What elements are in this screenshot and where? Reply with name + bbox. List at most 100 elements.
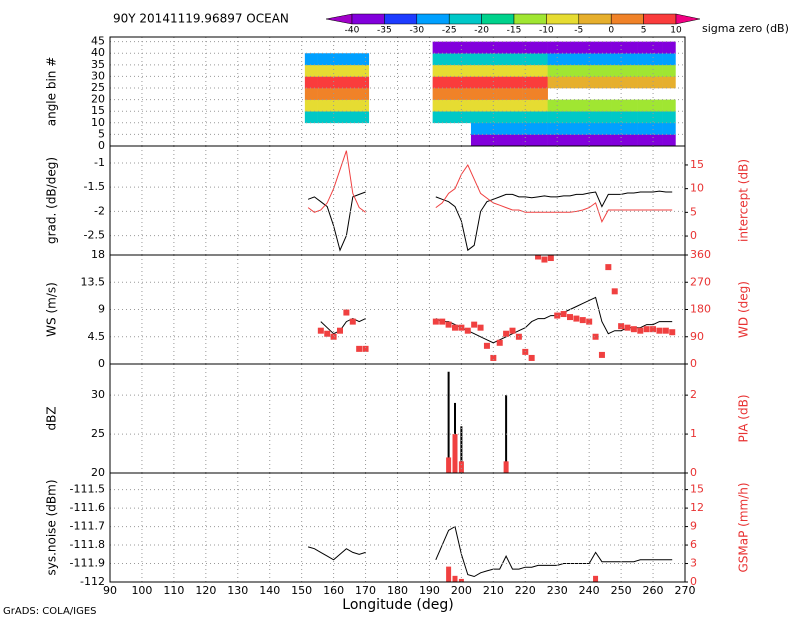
series-line	[307, 150, 673, 224]
heat-cell	[585, 122, 600, 135]
heat-cell	[573, 99, 587, 112]
y-tick-label: 9	[98, 303, 105, 316]
x-tick-label: 110	[163, 584, 184, 597]
y-axis-label: dBZ	[45, 406, 59, 430]
panel-frame	[109, 472, 686, 583]
heat-cell	[662, 99, 676, 112]
y2-tick-label: 15	[690, 158, 704, 171]
series-dot	[643, 326, 650, 333]
colorbar-box	[351, 13, 385, 25]
series-dot	[535, 255, 542, 260]
heat-cell	[432, 41, 446, 54]
heat-cell	[509, 99, 523, 112]
heat-cell	[534, 99, 548, 112]
colorbar-tick-label: -20	[474, 26, 489, 36]
series-dot	[547, 255, 554, 262]
series-dot	[490, 354, 497, 361]
series-dot	[573, 315, 580, 322]
heat-cell	[662, 64, 676, 77]
y-tick-label: 10	[91, 116, 105, 129]
y2-tick-label: 0	[690, 466, 697, 479]
heat-cell	[483, 99, 497, 112]
heat-cell	[355, 111, 370, 124]
series-dot	[324, 330, 331, 337]
heat-cell	[624, 111, 638, 124]
colorbar-box	[610, 13, 644, 25]
heat-cell	[624, 53, 638, 66]
heat-cell	[432, 99, 446, 112]
y2-tick-label: 1	[690, 427, 697, 440]
series-dot	[598, 351, 605, 358]
heat-cell	[637, 76, 651, 89]
heat-cell	[560, 64, 574, 77]
heat-cell	[458, 53, 472, 66]
heat-cell	[611, 41, 625, 54]
heat-cell	[458, 41, 472, 54]
heat-cell	[534, 64, 548, 77]
y-tick-label: 5	[98, 127, 105, 140]
heat-cell	[445, 41, 459, 54]
heat-cell	[330, 99, 344, 112]
heat-cell	[611, 64, 625, 77]
heat-cell	[317, 88, 331, 100]
series-dot	[452, 324, 458, 331]
heat-cell	[534, 41, 548, 54]
y-tick-label: -2.5	[84, 229, 105, 242]
heat-cell	[547, 99, 561, 112]
heat-cell	[585, 41, 600, 54]
series-dot	[656, 327, 663, 334]
heat-cell	[304, 53, 318, 66]
series-dot	[496, 339, 503, 346]
heat-cell	[624, 76, 638, 89]
series-dot	[503, 330, 510, 337]
heat-cell	[662, 76, 676, 89]
heat-cell	[483, 76, 497, 89]
heat-cell	[649, 99, 663, 112]
series-dot	[605, 264, 612, 271]
y2-tick-label: 360	[690, 248, 711, 261]
y-tick-label: -111.7	[70, 520, 105, 533]
series-dot	[464, 327, 471, 334]
heat-cell	[560, 134, 574, 146]
heat-cell	[560, 99, 574, 112]
heat-cell	[649, 64, 663, 77]
heat-cell	[509, 134, 523, 146]
panel	[307, 525, 673, 582]
y2-axis-label: GSMaP (mm/h)	[737, 482, 751, 572]
heat-cell	[662, 134, 676, 146]
heat-cell	[509, 122, 523, 135]
y-tick-label: 0	[98, 139, 105, 152]
heat-cell	[509, 88, 523, 100]
heat-cell	[547, 76, 561, 89]
heat-cell	[598, 53, 612, 66]
heat-cell	[470, 53, 485, 66]
heat-cell	[483, 64, 497, 77]
y-tick-label: 25	[91, 427, 105, 440]
x-tick-label: 260	[643, 584, 664, 597]
y-tick-label: -2	[94, 204, 105, 217]
heat-cell	[637, 99, 651, 112]
heat-cell	[470, 111, 485, 124]
colorbar-tick-label: 10	[670, 26, 682, 36]
heat-cell	[317, 53, 331, 66]
heat-cell	[585, 76, 600, 89]
series-dot	[330, 333, 337, 340]
y-tick-label: 30	[91, 388, 105, 401]
series-dot	[343, 309, 350, 316]
y2-tick-label: 90	[690, 330, 704, 343]
heat-cell	[445, 53, 459, 66]
heat-cell	[573, 64, 587, 77]
series-dot	[432, 318, 439, 325]
heat-cell	[560, 111, 574, 124]
heat-cell	[355, 64, 370, 77]
series-dot	[477, 324, 484, 331]
heat-cell	[470, 41, 485, 54]
y2-tick-label: 3	[690, 557, 697, 570]
x-tick-label: 150	[291, 584, 312, 597]
heat-cell	[547, 41, 561, 54]
colorbar-box	[643, 13, 677, 25]
series-line	[307, 190, 673, 252]
series-dot	[624, 324, 631, 331]
y2-tick-label: 0	[690, 575, 697, 588]
